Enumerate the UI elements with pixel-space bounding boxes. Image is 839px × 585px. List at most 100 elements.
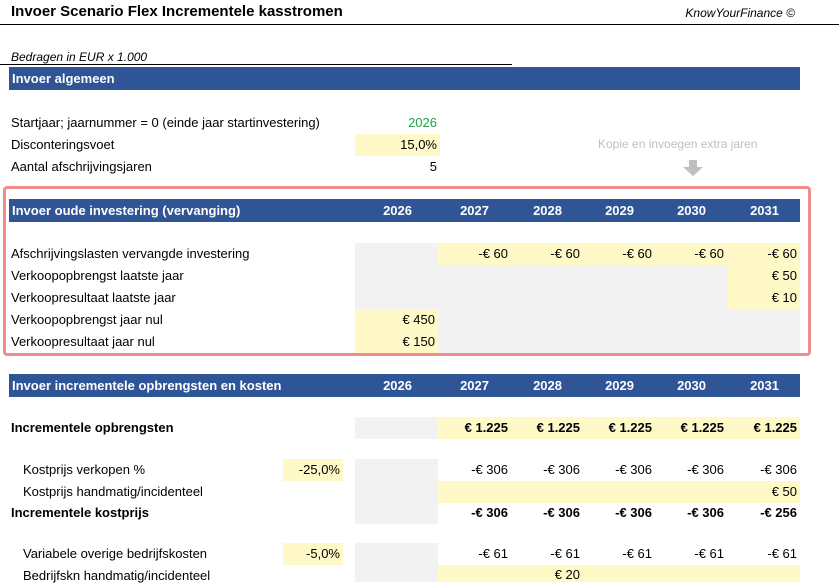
cell[interactable]: -€ 306 (543, 462, 580, 477)
year-header: 2028 (533, 378, 562, 393)
cell[interactable]: € 1.225 (727, 417, 800, 439)
cell[interactable]: € 20 (511, 565, 583, 582)
cell[interactable]: -€ 60 (655, 243, 727, 265)
row-label: Afschrijvingslasten vervangde investerin… (11, 246, 250, 261)
discount-cell[interactable]: 15,0% (355, 134, 440, 156)
highlight-box (3, 186, 811, 356)
cell[interactable] (355, 502, 438, 524)
row-label: Verkoopopbrengst jaar nul (11, 312, 163, 327)
cell[interactable]: € 1.225 (438, 417, 511, 439)
cell[interactable] (355, 417, 438, 439)
year-header: 2027 (460, 203, 489, 218)
row-label: Kostprijs verkopen % (23, 462, 146, 477)
cell[interactable]: -€ 306 (471, 505, 508, 520)
cell[interactable] (438, 309, 800, 331)
cell[interactable] (355, 565, 438, 582)
cell[interactable] (438, 331, 800, 353)
row-label: Verkoopresultaat laatste jaar (11, 290, 176, 305)
cell[interactable]: -€ 60 (511, 243, 583, 265)
row-label: Aantal afschrijvingsjaren (11, 159, 152, 174)
cell[interactable]: -€ 306 (471, 462, 508, 477)
year-header: 2031 (750, 203, 779, 218)
section-header-old-investment: Invoer oude investering (vervanging) 202… (9, 199, 800, 222)
row-cogs-pct: Kostprijs verkopen % -25,0% -€ 306 -€ 30… (0, 459, 839, 481)
pct-input[interactable]: -5,0% (283, 543, 343, 565)
row-label: Variabele overige bedrijfskosten (23, 546, 208, 561)
row-var-manual: Bedrijfskn handmatig/incidenteel € 20 (0, 565, 839, 583)
units-note: Bedragen in EUR x 1.000 (11, 50, 148, 64)
cell[interactable]: -€ 306 (543, 505, 580, 520)
cell[interactable] (355, 243, 438, 265)
cell[interactable] (355, 265, 727, 287)
depreciation-cell[interactable]: 5 (429, 159, 437, 174)
cell[interactable]: € 50 (727, 481, 800, 503)
copy-hint: Kopie en invoegen extra jaren (598, 137, 758, 151)
cell[interactable]: -€ 256 (760, 505, 797, 520)
pct-input[interactable]: -25,0% (283, 459, 343, 481)
year-header: 2030 (677, 378, 706, 393)
year-header: 2027 (460, 378, 489, 393)
row-label: Kostprijs handmatig/incidenteel (23, 484, 203, 499)
cell[interactable]: -€ 61 (622, 546, 652, 561)
cell[interactable]: -€ 306 (687, 505, 724, 520)
row-label: Bedrijfskn handmatig/incidenteel (23, 568, 211, 583)
arrow-down-icon (683, 160, 703, 176)
divider (0, 24, 839, 25)
row-var-costs: Variabele overige bedrijfskosten -5,0% -… (0, 543, 839, 565)
row-result-year-zero: Verkoopresultaat jaar nul € 150 (0, 331, 839, 353)
section-title: Invoer algemeen (12, 71, 115, 86)
startyear-cell[interactable]: 2026 (408, 115, 437, 130)
cell[interactable]: -€ 61 (550, 546, 580, 561)
section-title: Invoer oude investering (vervanging) (12, 203, 241, 218)
cell[interactable]: -€ 306 (615, 505, 652, 520)
cell[interactable]: -€ 61 (694, 546, 724, 561)
page-title: Invoer Scenario Flex Incrementele kasstr… (11, 3, 343, 20)
cell[interactable]: -€ 306 (760, 462, 797, 477)
year-header: 2029 (605, 378, 634, 393)
year-header: 2030 (677, 203, 706, 218)
cell[interactable] (355, 459, 438, 481)
row-sale-year-zero: Verkoopopbrengst jaar nul € 450 (0, 309, 839, 331)
cell[interactable]: -€ 306 (687, 462, 724, 477)
cell[interactable]: € 1.225 (583, 417, 655, 439)
row-depreciation-old: Afschrijvingslasten vervangde investerin… (0, 243, 839, 265)
cell[interactable] (438, 565, 511, 582)
row-discount: Disconteringsvoet 15,0% (0, 134, 839, 156)
year-header: 2026 (383, 378, 412, 393)
cell[interactable] (583, 565, 800, 582)
cell[interactable]: € 10 (727, 287, 800, 309)
cell[interactable]: -€ 60 (727, 243, 800, 265)
section-header-general: Invoer algemeen (9, 67, 800, 90)
row-label: Startjaar; jaarnummer = 0 (einde jaar st… (11, 115, 320, 130)
cell[interactable]: -€ 61 (767, 546, 797, 561)
row-cogs-total: Incrementele kostprijs -€ 306 -€ 306 -€ … (0, 502, 839, 524)
row-sale-last-year: Verkoopopbrengst laatste jaar € 50 (0, 265, 839, 287)
cell[interactable]: € 50 (727, 265, 800, 287)
section-title: Invoer incrementele opbrengsten en koste… (12, 378, 282, 393)
year-header: 2031 (750, 378, 779, 393)
row-label: Verkoopresultaat jaar nul (11, 334, 155, 349)
cell[interactable]: € 1.225 (655, 417, 727, 439)
year-header: 2029 (605, 203, 634, 218)
cell[interactable]: -€ 306 (615, 462, 652, 477)
cell[interactable]: -€ 61 (478, 546, 508, 561)
row-depreciation: Aantal afschrijvingsjaren 5 (0, 156, 839, 178)
row-incremental-revenue: Incrementele opbrengsten € 1.225 € 1.225… (0, 417, 839, 439)
brand-label: KnowYourFinance © (685, 6, 795, 20)
cell[interactable] (355, 543, 438, 565)
row-label: Disconteringsvoet (11, 137, 115, 152)
cell[interactable]: -€ 60 (583, 243, 655, 265)
cell[interactable]: € 1.225 (511, 417, 583, 439)
cell[interactable] (355, 481, 438, 503)
row-startyear: Startjaar; jaarnummer = 0 (einde jaar st… (0, 112, 839, 134)
year-header: 2028 (533, 203, 562, 218)
row-label: Verkoopopbrengst laatste jaar (11, 268, 184, 283)
row-label: Incrementele opbrengsten (11, 420, 174, 435)
cell[interactable] (438, 481, 727, 503)
cell[interactable]: € 150 (355, 331, 438, 353)
cell[interactable]: -€ 60 (438, 243, 511, 265)
cell[interactable] (355, 287, 727, 309)
row-label: Incrementele kostprijs (11, 505, 149, 520)
cell[interactable]: € 450 (355, 309, 438, 331)
divider (0, 64, 512, 65)
